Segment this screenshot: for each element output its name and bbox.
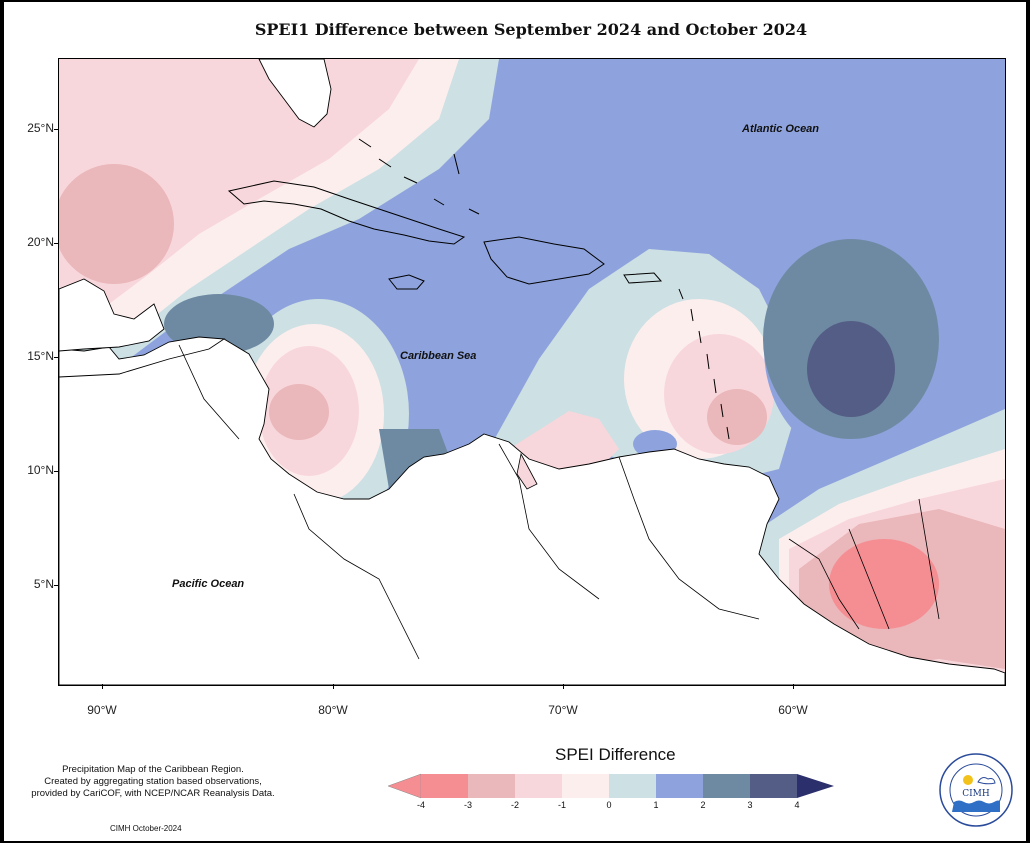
lon-tick — [793, 684, 794, 689]
legend-bin-neg2-neg1 — [515, 774, 562, 798]
legend-bin-neg1-0 — [562, 774, 609, 798]
map-title: SPEI1 Difference between September 2024 … — [254, 20, 808, 39]
land-mexico — [59, 278, 165, 352]
notes-line-1: Precipitation Map of the Caribbean Regio… — [62, 764, 244, 775]
lon-tick — [102, 684, 103, 689]
lake-maracaibo — [516, 452, 538, 490]
field-neg3-neg2-yucatan — [59, 164, 174, 284]
lat-tick — [54, 243, 59, 244]
field-neg3-neg2-central — [269, 384, 329, 440]
map-notes: Precipitation Map of the Caribbean Regio… — [8, 764, 298, 800]
outline-lesser-antilles — [678, 288, 730, 440]
country-borders — [178, 344, 940, 660]
lat-tick — [54, 585, 59, 586]
legend-arrow-low — [388, 773, 422, 799]
legend-tick: 2 — [700, 800, 706, 810]
outline-puerto-rico — [623, 272, 663, 284]
legend-bin-lt-neg3 — [421, 774, 468, 798]
sun-icon — [963, 775, 973, 785]
outline-hispaniola — [483, 236, 605, 285]
legend-tick: -4 — [416, 800, 425, 810]
legend-title: SPEI Difference — [555, 745, 676, 764]
outline-jamaica — [388, 274, 425, 290]
field-neg3-neg2-east-carib — [707, 389, 767, 445]
outline-cuba — [227, 180, 466, 245]
legend-tick: 4 — [794, 800, 800, 810]
cloud-icon — [977, 777, 996, 785]
legend-bin-2-3 — [703, 774, 750, 798]
legend-tick: -1 — [557, 800, 566, 810]
lon-label-70w: 70°W — [548, 703, 578, 717]
lat-label-10n: 10°N — [27, 463, 54, 477]
legend-tick: 0 — [606, 800, 612, 810]
lon-label-80w: 80°W — [318, 703, 348, 717]
legend-bin-1-2 — [656, 774, 703, 798]
pacific-ocean-label: Pacific Ocean — [172, 578, 245, 590]
lon-tick — [333, 684, 334, 689]
notes-line-3: provided by CariCOF, with NCEP/NCAR Rean… — [31, 788, 275, 799]
lon-label-90w: 90°W — [87, 703, 117, 717]
lat-label-20n: 20°N — [27, 235, 54, 249]
spei-difference-map — [59, 59, 1005, 685]
lat-tick — [54, 129, 59, 130]
legend-bin-3-4 — [750, 774, 797, 798]
legend-tick: 3 — [747, 800, 753, 810]
lat-label-25n: 25°N — [27, 121, 54, 135]
outline-bahamas — [358, 138, 480, 215]
land-florida — [258, 59, 332, 128]
map-panel — [58, 58, 1006, 686]
notes-line-2: Created by aggregating station based obs… — [44, 776, 262, 787]
cimh-logo: CIMH — [939, 753, 1013, 827]
field-3-4-atlantic — [807, 321, 895, 417]
legend-bin-0-1 — [609, 774, 656, 798]
legend-tick: 1 — [653, 800, 659, 810]
legend-tick: -2 — [510, 800, 519, 810]
legend-colorbar — [388, 773, 834, 799]
legend-arrow-high — [797, 774, 834, 798]
land-mainland — [59, 338, 1005, 685]
field-lt-neg3-guianas — [829, 539, 939, 629]
water-icon — [952, 800, 1000, 812]
lat-label-5n: 5°N — [33, 577, 54, 591]
legend-bin-neg3-neg2 — [468, 774, 515, 798]
atlantic-ocean-label: Atlantic Ocean — [742, 123, 820, 135]
credit-text: CIMH October-2024 — [110, 824, 182, 833]
lat-tick — [54, 471, 59, 472]
lat-label-15n: 15°N — [27, 349, 54, 363]
caribbean-sea-label: Caribbean Sea — [400, 350, 477, 362]
logo-text: CIMH — [962, 789, 990, 799]
legend-tick: -3 — [463, 800, 472, 810]
lon-tick — [563, 684, 564, 689]
lat-tick — [54, 357, 59, 358]
lon-label-60w: 60°W — [778, 703, 808, 717]
